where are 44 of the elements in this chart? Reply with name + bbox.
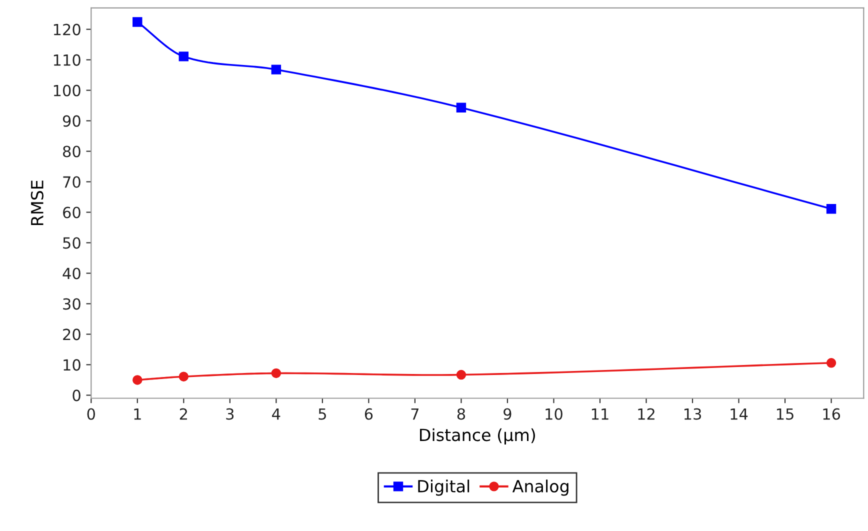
y-tick-label: 20 — [63, 328, 80, 340]
y-tick-label: 110 — [54, 54, 80, 66]
x-tick-label: 7 — [411, 408, 419, 420]
x-tick-label: 14 — [730, 408, 748, 420]
y-tick-label: 60 — [63, 206, 80, 218]
y-tick-label: 70 — [63, 176, 80, 188]
legend-label: Digital — [418, 480, 470, 496]
point — [271, 64, 282, 74]
y-tick-label: 80 — [63, 146, 80, 158]
point — [132, 17, 142, 27]
y-tick-label: 100 — [54, 84, 80, 96]
x-tick-label: 2 — [180, 408, 187, 420]
y-tick-label: 50 — [63, 237, 80, 249]
legend-label: Analog — [512, 480, 568, 496]
x-tick-label: 8 — [457, 408, 466, 420]
x-tick-label: 4 — [272, 408, 280, 420]
x-tick-label: 10 — [546, 408, 562, 420]
point — [456, 102, 466, 113]
y-tick-label: 10 — [64, 359, 80, 371]
x-tick-label: 1 — [134, 408, 141, 420]
point — [826, 204, 836, 214]
point — [178, 372, 189, 382]
point — [178, 52, 189, 62]
x-axis-title: Distance (µm) — [420, 428, 535, 444]
x-tick-label: 15 — [776, 408, 794, 420]
point — [456, 370, 466, 380]
x-tick-label: 6 — [364, 408, 373, 420]
point — [826, 358, 836, 368]
y-tick-label: 0 — [72, 390, 80, 402]
x-tick-label: 11 — [592, 408, 608, 420]
x-tick-label: 5 — [318, 408, 326, 420]
y-tick-label: 30 — [63, 298, 80, 310]
x-tick-label: 13 — [684, 408, 701, 420]
x-tick-label: 16 — [823, 408, 840, 420]
point — [132, 375, 142, 385]
y-tick-label: 40 — [62, 268, 80, 280]
point — [271, 368, 282, 378]
y-tick-label: 120 — [54, 24, 80, 36]
y-axis-title: RMSE — [30, 180, 44, 226]
y-tick-label: 90 — [62, 115, 80, 127]
x-tick-label: 9 — [504, 408, 512, 420]
x-tick-label: 12 — [638, 408, 654, 420]
x-tick-label: 0 — [87, 408, 95, 420]
x-tick-label: 3 — [226, 408, 234, 420]
